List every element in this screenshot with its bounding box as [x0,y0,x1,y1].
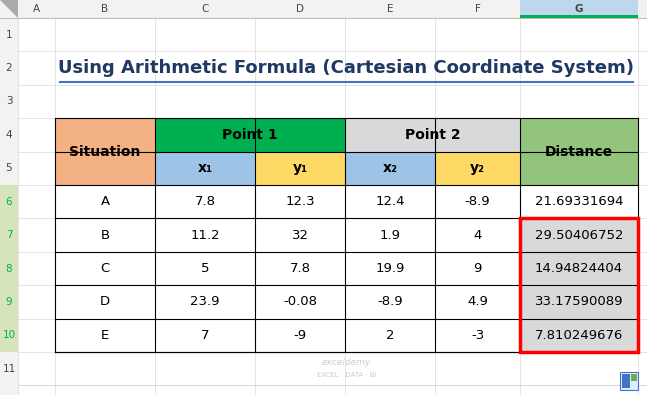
Bar [520,0,638,18]
Bar [520,185,638,218]
Text: -3: -3 [471,329,484,342]
Text: 7: 7 [201,329,209,342]
Text: 12.3: 12.3 [285,195,315,208]
Text: -0.08: -0.08 [283,295,317,308]
Bar [0,319,18,352]
Text: 7: 7 [6,230,12,240]
Text: E: E [101,329,109,342]
Bar [55,218,520,252]
Bar [55,185,520,218]
Bar [520,218,638,352]
Text: 2: 2 [386,329,394,342]
Text: F: F [474,4,481,14]
Text: 11.2: 11.2 [190,229,220,242]
Text: Distance: Distance [545,145,613,159]
Text: 1.9: 1.9 [380,229,400,242]
Bar [0,285,18,319]
Text: 23.9: 23.9 [190,295,220,308]
Text: 5: 5 [201,262,209,275]
Text: 32: 32 [292,229,309,242]
Bar [0,0,647,18]
Bar [55,118,155,185]
Text: 19.9: 19.9 [375,262,404,275]
Bar [0,18,18,51]
Bar [255,152,345,185]
Text: 9: 9 [474,262,481,275]
Bar [0,185,18,218]
Text: EXCEL · DATA · BI: EXCEL · DATA · BI [316,372,377,378]
Text: 8: 8 [6,263,12,273]
Text: -8.9: -8.9 [377,295,403,308]
Text: 3: 3 [6,96,12,107]
Text: 6: 6 [6,197,12,207]
Bar [0,352,18,386]
Bar [622,374,630,388]
Text: D: D [296,4,304,14]
Text: Point 1: Point 1 [222,128,278,142]
Bar [435,152,520,185]
Text: 11: 11 [3,364,16,374]
Text: 2: 2 [6,63,12,73]
Text: -9: -9 [294,329,307,342]
Text: 1: 1 [6,30,12,40]
Bar [520,285,638,319]
Text: x₁: x₁ [197,161,213,175]
Text: 12.4: 12.4 [375,195,405,208]
Text: Point 2: Point 2 [404,128,460,142]
Text: Using Arithmetic Formula (Cartesian Coordinate System): Using Arithmetic Formula (Cartesian Coor… [58,59,635,77]
Text: 5: 5 [6,163,12,173]
Bar [520,15,638,18]
Text: 4: 4 [6,130,12,140]
Bar [0,51,18,85]
Bar [0,152,18,185]
Text: D: D [100,295,110,308]
Text: 10: 10 [3,330,16,340]
Bar [520,218,638,252]
Text: A: A [100,195,109,208]
Bar [0,118,18,152]
Text: exceldemy: exceldemy [322,358,371,367]
Polygon shape [0,0,18,18]
Bar [631,374,637,381]
Text: B: B [100,229,109,242]
Bar [55,319,520,352]
Bar [345,118,520,152]
Text: B: B [102,4,109,14]
Text: -8.9: -8.9 [465,195,490,208]
Text: x₂: x₂ [382,161,397,175]
Text: C: C [100,262,109,275]
Bar [155,118,345,152]
Text: 9: 9 [6,297,12,307]
Bar [155,152,255,185]
Bar [55,285,520,319]
Text: G: G [575,4,583,14]
Bar [520,118,638,185]
Bar [55,252,520,285]
Text: A: A [33,4,40,14]
Text: 4.9: 4.9 [467,295,488,308]
Bar [0,218,18,252]
Bar [520,252,638,285]
Text: E: E [387,4,393,14]
Bar [0,252,18,285]
Bar [0,0,18,395]
Text: y₁: y₁ [292,161,307,175]
Bar [520,319,638,352]
Bar [620,372,638,390]
Text: 14.94824404: 14.94824404 [535,262,623,275]
Text: 7.810249676: 7.810249676 [535,329,623,342]
Text: 7.8: 7.8 [195,195,215,208]
Bar [0,85,18,118]
Bar [345,152,435,185]
Text: y₂: y₂ [470,161,485,175]
Text: 21.69331694: 21.69331694 [535,195,623,208]
Text: C: C [201,4,209,14]
Text: 7.8: 7.8 [289,262,311,275]
Text: 33.17590089: 33.17590089 [535,295,623,308]
Text: Situation: Situation [69,145,140,159]
Text: 29.50406752: 29.50406752 [535,229,623,242]
Text: 4: 4 [474,229,481,242]
